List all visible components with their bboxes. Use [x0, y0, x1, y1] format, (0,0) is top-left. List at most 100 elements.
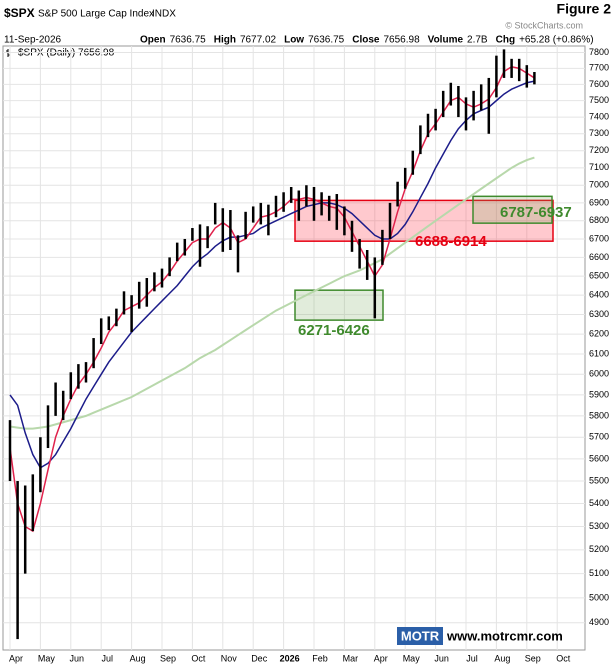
price-bar	[175, 242, 179, 262]
price-bar	[533, 72, 536, 85]
price-bar	[419, 125, 422, 155]
y-tick-label: 5600	[589, 453, 609, 463]
price-bar	[54, 382, 57, 416]
price-bar	[145, 278, 149, 307]
index-name: S&P 500 Large Cap Index	[38, 9, 154, 20]
price-bar	[479, 84, 483, 111]
x-tick-label: Sep	[525, 653, 541, 663]
range-box	[294, 289, 384, 321]
price-bar	[251, 206, 255, 223]
price-bar	[434, 108, 437, 131]
price-bar	[115, 308, 118, 327]
figure-label: Figure 2	[557, 1, 612, 17]
price-bar	[472, 90, 475, 121]
price-bar	[39, 437, 42, 493]
price-bar	[168, 257, 171, 277]
price-bars	[8, 49, 536, 640]
price-bar	[31, 474, 35, 532]
price-bar	[213, 202, 217, 225]
quote-value: 7677.02	[240, 35, 277, 46]
x-tick-label: 2026	[280, 653, 300, 663]
price-bar	[350, 220, 354, 252]
y-tick-label: 6200	[589, 328, 609, 338]
price-bar	[487, 77, 491, 134]
price-bar	[396, 181, 399, 207]
price-bar	[69, 372, 73, 400]
y-tick-label: 7800	[589, 47, 609, 57]
x-tick-label: Jun	[434, 653, 449, 663]
price-bar	[130, 295, 133, 333]
y-tick-label: 5700	[589, 432, 609, 442]
x-tick-label: Jul	[101, 653, 113, 663]
price-bar	[23, 485, 27, 574]
x-tick-label: Apr	[374, 653, 388, 663]
y-tick-label: 6500	[589, 271, 609, 281]
x-tick-label: Apr	[9, 653, 23, 663]
x-tick-label: Feb	[312, 653, 328, 663]
price-bar	[122, 291, 126, 315]
y-tick-label: 5800	[589, 410, 609, 420]
logo: MOTR	[401, 628, 440, 643]
price-bar	[464, 97, 468, 131]
copyright: © StockCharts.com	[505, 20, 583, 30]
price-bar	[198, 224, 202, 267]
quote-value: +65.28 (+0.86%)	[519, 35, 594, 46]
moving-average	[9, 156, 535, 430]
price-bar	[403, 167, 407, 189]
moving-average	[9, 80, 535, 469]
y-tick-label: 5500	[589, 475, 609, 485]
price-bar	[327, 195, 331, 221]
x-tick-label: May	[403, 653, 421, 663]
price-bar	[137, 281, 141, 309]
y-tick-label: 7300	[589, 128, 609, 138]
quote-value: 7636.75	[308, 35, 345, 46]
y-tick-label: 7400	[589, 111, 609, 121]
x-tick-label: Aug	[494, 653, 510, 663]
price-bar	[525, 65, 529, 88]
y-tick-label: 7500	[589, 95, 609, 105]
x-tick-label: Sep	[160, 653, 176, 663]
y-tick-label: 5300	[589, 521, 609, 531]
price-bar	[457, 85, 460, 118]
price-bar	[297, 190, 301, 221]
y-tick-label: 5200	[589, 544, 609, 554]
quote-value: 7656.98	[383, 35, 420, 46]
x-tick-label: Aug	[130, 653, 146, 663]
price-bar	[320, 192, 323, 216]
price-bar	[388, 202, 392, 239]
y-tick-label: 6100	[589, 348, 609, 358]
x-tick-label: Jul	[466, 653, 478, 663]
y-tick-label: 4900	[589, 617, 609, 627]
y-tick-label: 5900	[589, 389, 609, 399]
y-tick-label: 7000	[589, 180, 609, 190]
moving-average	[9, 65, 535, 533]
range-label: 6688-6914	[415, 233, 487, 250]
price-bar	[84, 362, 88, 383]
price-bar	[267, 204, 270, 236]
y-tick-label: 7100	[589, 162, 609, 172]
x-tick-label: May	[38, 653, 56, 663]
price-bar	[191, 228, 194, 241]
price-bar	[495, 55, 498, 98]
range-label: 6787-6937	[500, 204, 572, 221]
quote-label: Low	[284, 35, 304, 46]
y-tick-label: 5000	[589, 592, 609, 602]
y-tick-label: 7700	[589, 63, 609, 73]
price-bar	[183, 238, 187, 256]
price-bar	[259, 202, 263, 225]
price-bar	[274, 195, 278, 218]
quote-label: Open	[140, 35, 166, 46]
plot-frame	[2, 45, 586, 651]
range-label: 6271-6426	[298, 322, 370, 339]
price-bar	[236, 235, 240, 273]
price-bar	[305, 185, 308, 207]
price-bar	[153, 272, 156, 292]
x-tick-label: Nov	[221, 653, 238, 663]
price-bar	[61, 390, 65, 421]
quote-label: Chg	[496, 35, 515, 46]
y-tick-label: 6700	[589, 233, 609, 243]
price-bar	[411, 150, 415, 175]
x-tick-label: Mar	[343, 653, 359, 663]
y-tick-label: 6600	[589, 252, 609, 262]
